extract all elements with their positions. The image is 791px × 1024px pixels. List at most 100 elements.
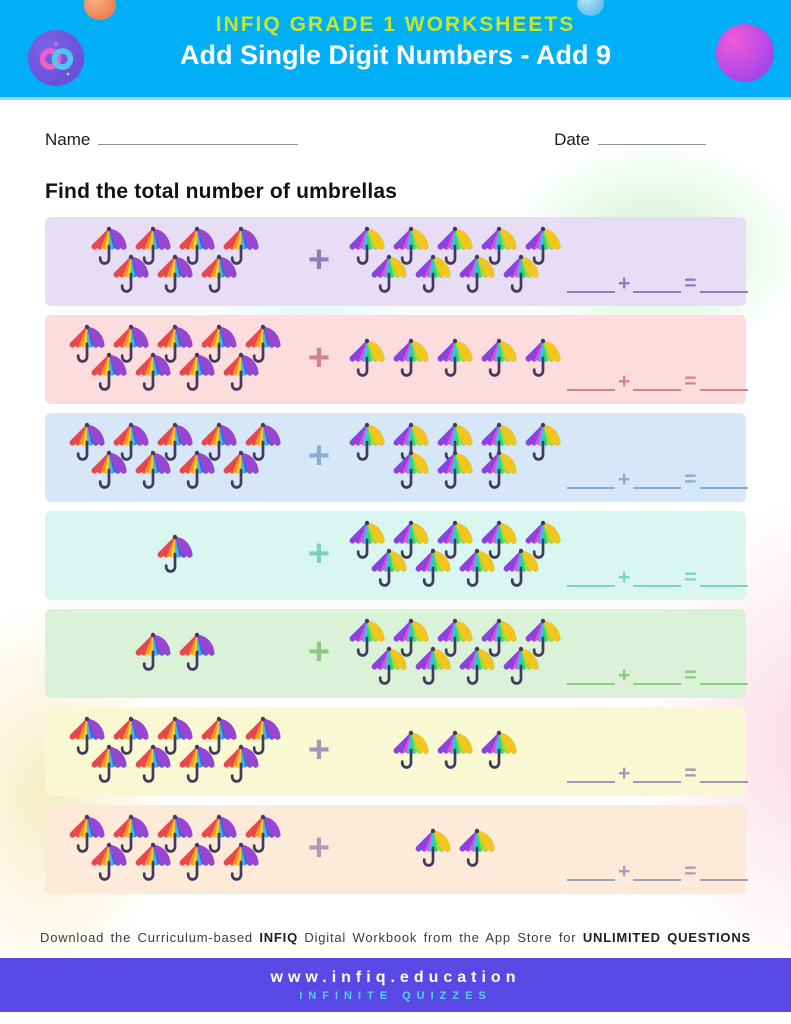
umbrella-icon (89, 352, 129, 396)
umbrella-icon (435, 450, 475, 494)
answer-blank-sum[interactable] (699, 278, 748, 293)
answer-equals-sign: = (684, 468, 697, 491)
plus-operator: + (307, 728, 331, 771)
instruction-heading: Find the total number of umbrellas (45, 180, 398, 203)
answer-blank-sum[interactable] (699, 670, 748, 685)
umbrella-group-right (342, 730, 567, 774)
umbrella-icon (479, 730, 519, 774)
magenta-sphere-decoration (716, 24, 774, 82)
answer-blank-sum[interactable] (699, 376, 748, 391)
date-input-line[interactable] (598, 131, 706, 145)
name-label: Name (45, 130, 91, 149)
umbrella-icon (391, 338, 431, 382)
plus-operator: + (307, 434, 331, 477)
answer-area: + = (567, 370, 748, 404)
umbrella-icon (221, 744, 261, 788)
answer-blank-addend1[interactable] (567, 376, 615, 391)
answer-area: + = (567, 566, 748, 600)
umbrella-icon (457, 548, 497, 592)
umbrella-icon (133, 632, 173, 676)
umbrella-icon (133, 352, 173, 396)
umbrella-icon (413, 548, 453, 592)
umbrella-group-right (342, 338, 567, 382)
answer-blank-addend2[interactable] (633, 768, 682, 783)
answer-blank-addend2[interactable] (633, 376, 682, 391)
answer-blank-addend1[interactable] (567, 866, 615, 881)
answer-blank-addend1[interactable] (567, 572, 615, 587)
footer-tagline: INFINITE QUIZZES (299, 989, 492, 1002)
umbrella-group-right (342, 828, 567, 872)
umbrella-group-left (53, 814, 296, 886)
umbrella-icon (111, 254, 151, 298)
problem-row-7: + + = (45, 805, 748, 894)
answer-equals-sign: = (684, 860, 697, 883)
answer-blank-sum[interactable] (699, 474, 748, 489)
umbrella-icon (89, 744, 129, 788)
website-link[interactable]: www.infiq.education (270, 968, 521, 986)
answer-equals-sign: = (684, 664, 697, 687)
umbrella-icon (457, 646, 497, 690)
umbrella-icon (221, 352, 261, 396)
umbrella-icon (479, 450, 519, 494)
umbrella-icon (457, 828, 497, 872)
umbrella-icon (155, 534, 195, 578)
answer-blank-addend1[interactable] (567, 278, 615, 293)
umbrella-group-left (53, 226, 296, 298)
umbrella-group-right (342, 226, 567, 298)
problem-row-5: + + = (45, 609, 748, 698)
answer-plus-sign: + (618, 664, 631, 687)
date-field: Date (554, 130, 706, 150)
umbrella-icon (177, 632, 217, 676)
plus-operator: + (307, 532, 331, 575)
answer-blank-addend1[interactable] (567, 474, 615, 489)
umbrella-group-left (53, 324, 296, 396)
problem-row-2: + + = (45, 315, 748, 404)
answer-plus-sign: + (618, 762, 631, 785)
answer-plus-sign: + (618, 860, 631, 883)
umbrella-icon (523, 338, 563, 382)
answer-plus-sign: + (618, 468, 631, 491)
answer-equals-sign: = (684, 272, 697, 295)
infinity-rings-icon (39, 42, 74, 76)
answer-plus-sign: + (618, 272, 631, 295)
answer-blank-addend1[interactable] (567, 768, 615, 783)
umbrella-group-left (53, 534, 296, 578)
umbrella-icon (347, 422, 387, 466)
problem-row-4: + + = (45, 511, 748, 600)
umbrella-icon (501, 254, 541, 298)
umbrella-icon (501, 646, 541, 690)
answer-blank-addend2[interactable] (633, 278, 682, 293)
footer-bar: www.infiq.education INFINITE QUIZZES (0, 958, 791, 1012)
umbrella-icon (133, 744, 173, 788)
answer-blank-addend2[interactable] (633, 866, 682, 881)
umbrella-icon (369, 254, 409, 298)
problem-list: + + = + + = + + = + + = + (45, 217, 748, 894)
umbrella-group-right (342, 520, 567, 592)
worksheet-title: Add Single Digit Numbers - Add 9 (179, 40, 611, 70)
answer-blank-sum[interactable] (699, 866, 748, 881)
umbrella-group-left (53, 422, 296, 494)
answer-blank-sum[interactable] (699, 572, 748, 587)
umbrella-icon (479, 338, 519, 382)
date-label: Date (554, 130, 590, 149)
answer-blank-addend2[interactable] (633, 474, 682, 489)
umbrella-icon (501, 548, 541, 592)
umbrella-group-left (53, 632, 296, 676)
umbrella-icon (435, 338, 475, 382)
name-input-line[interactable] (98, 131, 299, 145)
answer-blank-addend2[interactable] (633, 572, 682, 587)
answer-blank-addend1[interactable] (567, 670, 615, 685)
answer-area: + = (567, 762, 748, 796)
umbrella-icon (369, 646, 409, 690)
umbrella-icon (413, 254, 453, 298)
infiq-logo (28, 30, 84, 86)
problem-row-6: + + = (45, 707, 748, 796)
answer-blank-addend2[interactable] (633, 670, 682, 685)
problem-row-3: + + = (45, 413, 748, 502)
umbrella-icon (133, 842, 173, 886)
answer-area: + = (567, 664, 748, 698)
umbrella-icon (369, 548, 409, 592)
answer-blank-sum[interactable] (699, 768, 748, 783)
umbrella-icon (177, 450, 217, 494)
